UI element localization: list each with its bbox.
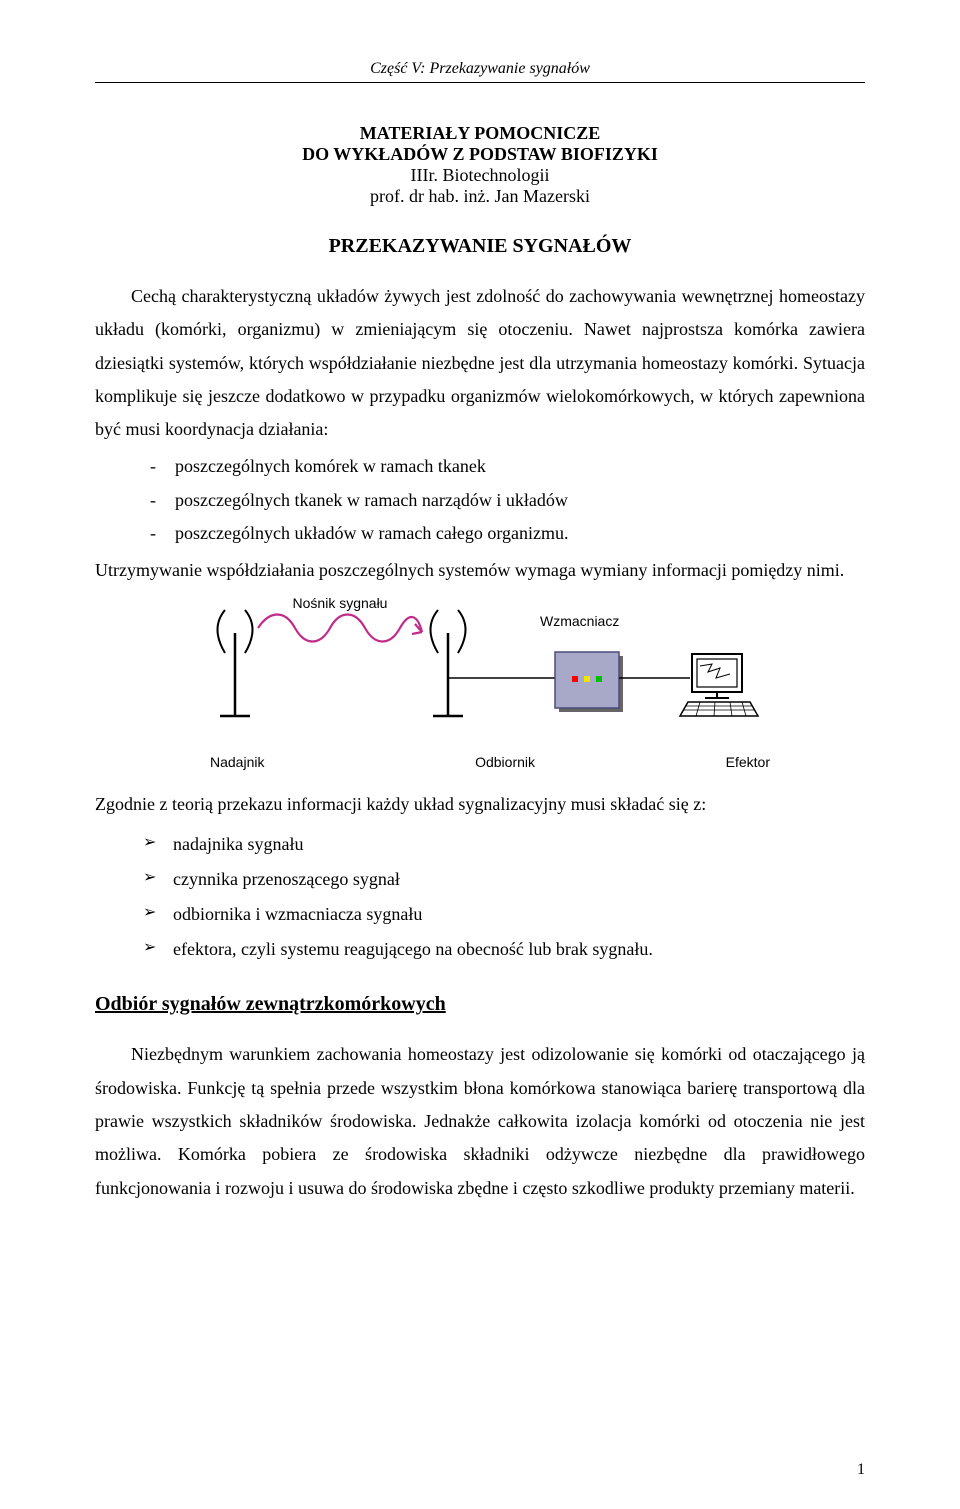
list-item: nadajnika sygnału <box>95 827 865 862</box>
receiver-icon <box>431 610 466 716</box>
label-effector: Efektor <box>726 754 770 770</box>
page: Część V: Przekazywanie sygnałów MATERIAŁ… <box>0 0 960 1509</box>
amplifier-icon <box>555 652 623 712</box>
list-item: poszczególnych układów w ramach całego o… <box>95 517 865 550</box>
title-line-4: prof. dr hab. inż. Jan Mazerski <box>95 186 865 207</box>
paragraph-4: Niezbędnym warunkiem zachowania homeosta… <box>95 1038 865 1204</box>
signal-diagram: Nośnik sygnału Wzmacniacz <box>160 598 800 770</box>
list-item: odbiornika i wzmacniacza sygnału <box>95 897 865 932</box>
page-number: 1 <box>857 1461 865 1479</box>
section-heading: PRZEKAZYWANIE SYGNAŁÓW <box>95 235 865 258</box>
title-block: MATERIAŁY POMOCNICZE DO WYKŁADÓW Z PODST… <box>95 123 865 207</box>
title-line-2: DO WYKŁADÓW Z PODSTAW BIOFIZYKI <box>95 144 865 165</box>
diagram-svg: Nośnik sygnału Wzmacniacz <box>160 598 800 748</box>
subsection-heading: Odbiór sygnałów zewnątrzkomórkowych <box>95 993 865 1016</box>
amplifier-label: Wzmacniacz <box>540 613 619 629</box>
list-item: efektora, czyli systemu reagującego na o… <box>95 932 865 967</box>
label-receiver: Odbiornik <box>475 754 535 770</box>
transmitter-icon <box>218 610 253 716</box>
effector-icon <box>680 654 758 716</box>
list-item: poszczególnych komórek w ramach tkanek <box>95 450 865 483</box>
label-transmitter: Nadajnik <box>210 754 264 770</box>
paragraph-1: Cechą charakterystyczną układów żywych j… <box>95 280 865 446</box>
bullet-list: poszczególnych komórek w ramach tkanek p… <box>95 450 865 550</box>
running-head: Część V: Przekazywanie sygnałów <box>95 60 865 83</box>
title-line-3: IIIr. Biotechnologii <box>95 165 865 186</box>
list-item: czynnika przenoszącego sygnał <box>95 862 865 897</box>
paragraph-3: Zgodnie z teorią przekazu informacji każ… <box>95 788 865 821</box>
list-item: poszczególnych tkanek w ramach narządów … <box>95 484 865 517</box>
carrier-label: Nośnik sygnału <box>293 598 388 611</box>
signal-wave-icon <box>258 614 422 641</box>
diagram-bottom-labels: Nadajnik Odbiornik Efektor <box>180 754 780 770</box>
paragraph-2: Utrzymywanie współdziałania poszczególny… <box>95 554 865 587</box>
title-line-1: MATERIAŁY POMOCNICZE <box>95 123 865 144</box>
arrow-list: nadajnika sygnału czynnika przenoszącego… <box>95 827 865 967</box>
